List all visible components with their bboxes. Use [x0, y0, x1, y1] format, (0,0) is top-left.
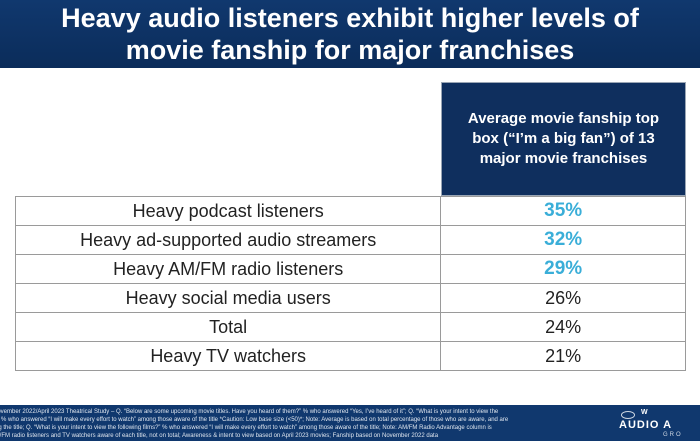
row-value: 21% — [440, 341, 686, 371]
row-value: 24% — [440, 312, 686, 342]
row-label: Total — [14, 312, 442, 342]
logo-sub-text: GRO — [663, 432, 683, 438]
title-line-2: movie fanship for major franchises — [125, 35, 575, 65]
title-line-1: Heavy audio listeners exhibit higher lev… — [61, 3, 639, 33]
row-value: 29% — [440, 254, 686, 284]
footer-notes: ru November 2022/April 2023 Theatrical S… — [0, 405, 700, 441]
audio-group-logo: W AUDIO A GRO — [619, 408, 700, 441]
row-value: 32% — [440, 225, 686, 255]
source-note-line: ewing the title; Q. “What is your intent… — [0, 425, 492, 431]
logo-small-text: W — [641, 409, 648, 416]
table-row: Heavy AM/FM radio listeners 29% — [14, 254, 686, 284]
fanship-table: Heavy podcast listeners 35% Heavy ad-sup… — [14, 196, 686, 371]
row-value: 26% — [440, 283, 686, 313]
table-row: Heavy ad-supported audio streamers 32% — [14, 225, 686, 255]
row-label: Heavy TV watchers — [14, 341, 442, 371]
table-row: Heavy TV watchers 21% — [14, 341, 686, 371]
table-row: Total 24% — [14, 312, 686, 342]
source-note-line: e AM/FM radio listeners and TV watchers … — [0, 433, 439, 439]
row-label: Heavy AM/FM radio listeners — [14, 254, 442, 284]
row-label: Heavy social media users — [14, 283, 442, 313]
source-note-line: ms?” % who answered “I will make every e… — [0, 417, 509, 423]
row-label: Heavy ad-supported audio streamers — [14, 225, 442, 255]
row-label: Heavy podcast listeners — [14, 196, 442, 226]
logo-main-text: AUDIO A — [619, 419, 673, 431]
table-row: Heavy podcast listeners 35% — [14, 196, 686, 226]
source-notes: ru November 2022/April 2023 Theatrical S… — [0, 408, 612, 440]
table-row: Heavy social media users 26% — [14, 283, 686, 313]
title-banner: Heavy audio listeners exhibit higher lev… — [0, 0, 700, 68]
logo-mark-icon — [621, 411, 635, 419]
column-header: Average movie fanship top box (“I’m a bi… — [441, 82, 686, 196]
row-value: 35% — [440, 196, 686, 226]
source-note-line: ru November 2022/April 2023 Theatrical S… — [0, 409, 499, 415]
